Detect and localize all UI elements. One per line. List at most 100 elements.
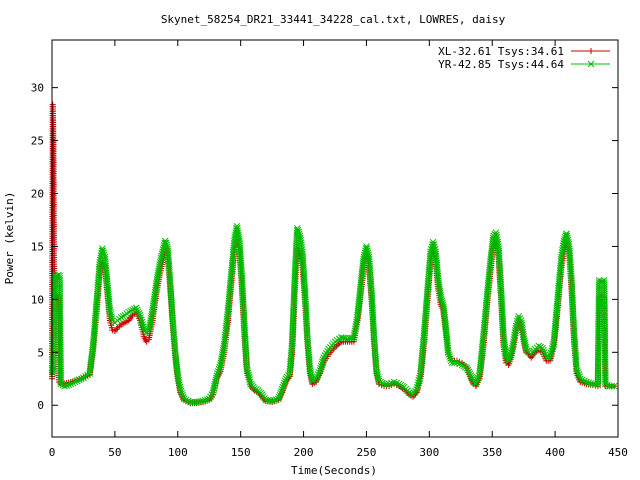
data-point xyxy=(541,348,548,356)
data-point xyxy=(438,297,446,305)
data-point xyxy=(106,306,114,314)
data-point xyxy=(139,323,147,331)
data-point xyxy=(270,396,278,404)
data-point xyxy=(295,228,302,236)
data-point xyxy=(65,381,73,389)
data-point xyxy=(505,357,512,365)
data-point xyxy=(251,384,258,392)
data-point xyxy=(216,363,224,371)
data-point xyxy=(109,327,116,334)
data-point xyxy=(133,306,141,314)
legend-label: XL-32.61 Tsys:34.61 xyxy=(438,45,564,58)
data-point xyxy=(463,364,471,372)
data-point xyxy=(313,373,321,381)
data-point xyxy=(278,387,285,395)
data-point xyxy=(134,308,142,315)
data-point xyxy=(161,237,169,245)
y-tick-label: 15 xyxy=(31,240,44,253)
data-point xyxy=(293,225,301,232)
data-point xyxy=(508,346,515,354)
data-point xyxy=(182,396,190,404)
data-point xyxy=(364,249,372,257)
data-point xyxy=(178,389,186,397)
data-point xyxy=(125,308,133,316)
series-2 xyxy=(48,222,618,406)
data-point xyxy=(132,304,140,312)
data-point xyxy=(573,364,580,372)
data-point xyxy=(509,342,516,350)
legend-marker xyxy=(587,60,595,68)
data-point xyxy=(465,368,473,376)
data-point xyxy=(281,379,288,387)
data-point xyxy=(71,378,79,386)
y-tick-label: 30 xyxy=(31,82,44,95)
data-point xyxy=(364,247,371,255)
data-point xyxy=(507,351,514,358)
data-point xyxy=(429,238,437,246)
data-point xyxy=(589,380,597,388)
data-point xyxy=(107,308,114,316)
data-point xyxy=(278,386,286,393)
data-point xyxy=(210,384,218,392)
data-point xyxy=(315,369,323,376)
data-point xyxy=(446,353,454,360)
data-point xyxy=(275,395,282,403)
data-point xyxy=(294,226,302,234)
data-point xyxy=(437,295,445,303)
data-point xyxy=(608,382,616,390)
plot-frame xyxy=(51,39,619,438)
data-point xyxy=(67,380,75,388)
data-point xyxy=(585,379,593,387)
data-point xyxy=(117,314,125,321)
data-point xyxy=(246,378,254,386)
data-point xyxy=(427,248,434,256)
x-tick-label: 200 xyxy=(294,446,314,459)
data-point xyxy=(108,315,116,322)
data-point xyxy=(211,382,218,390)
data-point xyxy=(576,375,584,383)
data-point xyxy=(184,397,192,405)
data-point xyxy=(163,241,170,249)
data-point xyxy=(505,355,513,363)
x-tick-label: 300 xyxy=(419,446,439,459)
data-point xyxy=(212,374,220,382)
data-point xyxy=(445,351,453,358)
data-point xyxy=(163,243,171,251)
data-point xyxy=(280,381,288,389)
data-point xyxy=(451,359,458,367)
y-tick-label: 25 xyxy=(31,135,44,148)
x-tick-label: 150 xyxy=(231,446,251,459)
legend-label: YR-42.85 Tsys:44.64 xyxy=(438,58,564,71)
data-point xyxy=(158,252,166,260)
data-point xyxy=(363,245,371,252)
data-point xyxy=(77,375,85,383)
data-point xyxy=(373,366,380,374)
data-point xyxy=(447,357,455,365)
data-point xyxy=(201,396,209,404)
data-point xyxy=(268,397,276,405)
data-point xyxy=(98,245,106,252)
data-point xyxy=(466,370,474,378)
data-point xyxy=(233,225,240,232)
data-point xyxy=(211,380,219,388)
data-point xyxy=(373,369,381,376)
data-point xyxy=(75,376,83,384)
data-point xyxy=(464,366,472,374)
data-point xyxy=(61,382,68,390)
data-point xyxy=(107,310,115,318)
x-tick-label: 0 xyxy=(49,446,56,459)
data-point xyxy=(560,240,567,247)
data-point xyxy=(563,232,571,240)
data-point xyxy=(605,382,613,390)
data-point xyxy=(215,365,223,373)
data-point xyxy=(507,348,515,356)
data-point xyxy=(156,258,164,266)
data-point xyxy=(100,249,107,257)
data-point xyxy=(575,371,583,378)
data-point xyxy=(473,378,480,386)
data-point xyxy=(563,230,570,238)
data-point xyxy=(212,376,220,384)
data-point xyxy=(135,310,143,317)
legend-marker xyxy=(588,48,594,54)
data-point xyxy=(127,307,134,315)
